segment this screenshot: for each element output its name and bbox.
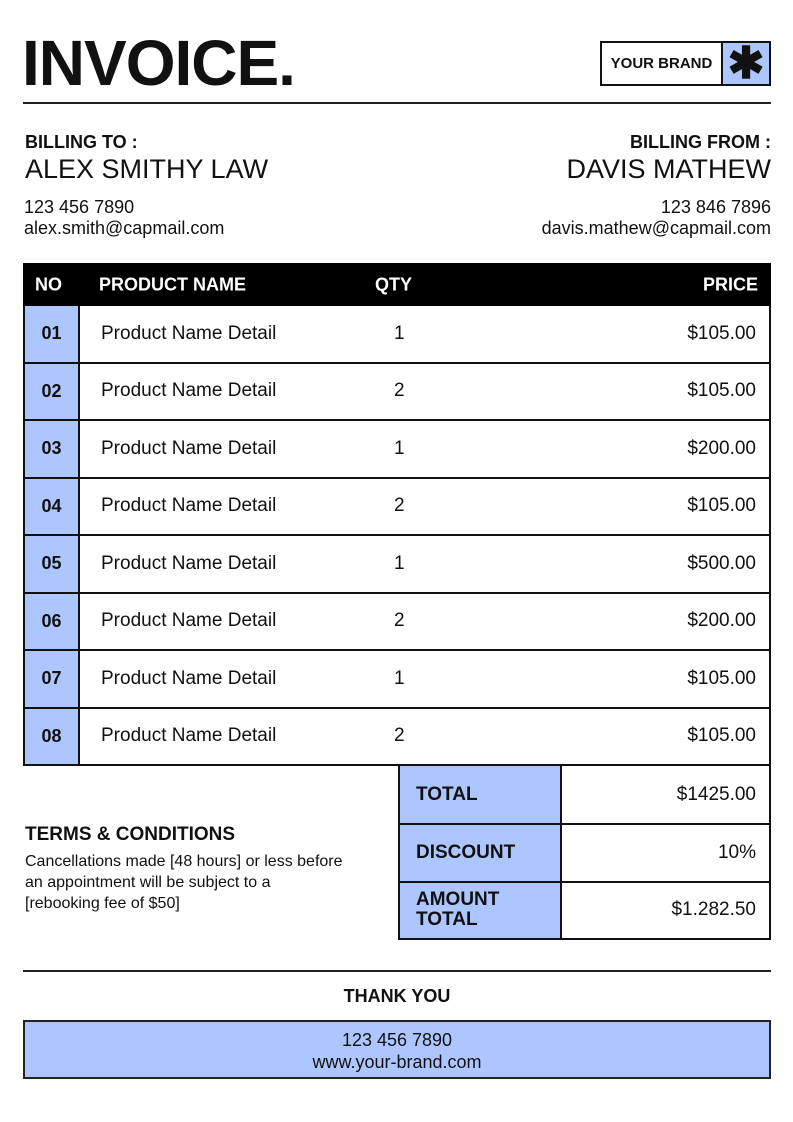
product-name: Product Name Detail	[101, 610, 277, 632]
amount-total-label: AMOUNT TOTAL	[400, 882, 562, 938]
product-name: Product Name Detail	[101, 322, 277, 344]
product-table: NO PRODUCT NAME QTY PRICE 01 Product Nam…	[23, 263, 771, 766]
totals-table: TOTAL $1425.00 DISCOUNT 10% AMOUNT TOTAL $1…	[398, 766, 771, 940]
table-row: 06 Product Name Detail 2 $200.00	[23, 593, 771, 651]
total-value: $1425.00	[676, 783, 756, 805]
product-price: $200.00	[687, 437, 756, 459]
total-label: TOTAL	[400, 766, 562, 824]
row-number: 01	[25, 306, 80, 362]
footer-divider	[23, 970, 771, 972]
discount-row: DISCOUNT 10%	[400, 823, 769, 881]
thank-you: THANK YOU	[343, 986, 451, 1006]
row-number: 03	[25, 421, 80, 477]
product-qty: 1	[394, 667, 405, 689]
billing-from-label: BILLING FROM :	[630, 132, 771, 152]
product-price: $105.00	[687, 667, 756, 689]
billing-to-label: BILLING TO :	[25, 132, 138, 152]
table-header: NO PRODUCT NAME QTY PRICE	[23, 263, 771, 306]
header-price: PRICE	[702, 274, 758, 294]
billing-from-name: DAVIS MATHEW	[566, 154, 771, 184]
terms-body: Cancellations made [48 hours] or less be…	[25, 853, 343, 912]
header-product-name: PRODUCT NAME	[99, 274, 246, 294]
row-number: 08	[25, 708, 80, 764]
product-name: Product Name Detail	[101, 725, 277, 747]
table-row: 05 Product Name Detail 1 $500.00	[23, 536, 771, 594]
product-qty: 1	[394, 437, 405, 459]
footer-website: www.your-brand.com	[312, 1052, 482, 1072]
product-qty: 1	[394, 322, 405, 344]
product-price: $200.00	[687, 610, 756, 632]
table-row: 07 Product Name Detail 1 $105.00	[23, 651, 771, 709]
discount-value: 10%	[717, 841, 756, 863]
discount-label: DISCOUNT	[400, 825, 562, 881]
row-number: 07	[25, 651, 80, 707]
billing-from-phone: 123 846 7896	[660, 197, 771, 217]
header-no: NO	[35, 274, 62, 294]
table-row: 08 Product Name Detail 2 $105.00	[23, 708, 771, 766]
terms-title: TERMS & CONDITIONS	[25, 824, 236, 845]
product-price: $105.00	[687, 380, 756, 402]
amount-total-value: $1.282.50	[671, 899, 756, 921]
billing-to-email: alex.smith@capmail.com	[24, 218, 225, 238]
product-name: Product Name Detail	[101, 437, 277, 459]
product-price: $105.00	[687, 495, 756, 517]
invoice-title: INVOICE.	[22, 27, 296, 99]
product-qty: 2	[394, 380, 405, 402]
product-price: $105.00	[687, 725, 756, 747]
row-number: 02	[25, 363, 80, 419]
product-name: Product Name Detail	[101, 380, 277, 402]
footer-contact: 123 456 7890 www.your-brand.com	[23, 1020, 771, 1079]
row-number: 04	[25, 478, 80, 534]
product-name: Product Name Detail	[101, 667, 277, 689]
table-row: 01 Product Name Detail 1 $105.00	[23, 306, 771, 364]
product-price: $500.00	[687, 552, 756, 574]
row-number: 05	[25, 536, 80, 592]
asterisk-icon: ✱	[721, 41, 769, 85]
product-name: Product Name Detail	[101, 552, 277, 574]
product-price: $105.00	[687, 322, 756, 344]
product-qty: 1	[394, 552, 405, 574]
row-number: 06	[25, 593, 80, 649]
product-qty: 2	[394, 610, 405, 632]
product-qty: 2	[394, 495, 405, 517]
brand-logo: YOUR BRAND ✱	[600, 41, 771, 86]
product-qty: 2	[394, 725, 405, 747]
billing-from-email: davis.mathew@capmail.com	[541, 218, 771, 238]
amount-total-row: AMOUNT TOTAL $1.282.50	[400, 880, 769, 938]
header-divider	[23, 102, 771, 104]
billing-to-name: ALEX SMITHY LAW	[25, 154, 269, 184]
table-row: 02 Product Name Detail 2 $105.00	[23, 363, 771, 421]
product-name: Product Name Detail	[101, 495, 277, 517]
table-row: 04 Product Name Detail 2 $105.00	[23, 478, 771, 536]
table-body: 01 Product Name Detail 1 $105.00 02 Produ…	[23, 306, 771, 766]
brand-name: YOUR BRAND	[610, 55, 713, 72]
billing-to-phone: 123 456 7890	[24, 197, 135, 217]
total-row: TOTAL $1425.00	[400, 766, 769, 824]
footer-phone: 123 456 7890	[341, 1030, 453, 1050]
header-qty: QTY	[375, 274, 413, 294]
table-row: 03 Product Name Detail 1 $200.00	[23, 421, 771, 479]
